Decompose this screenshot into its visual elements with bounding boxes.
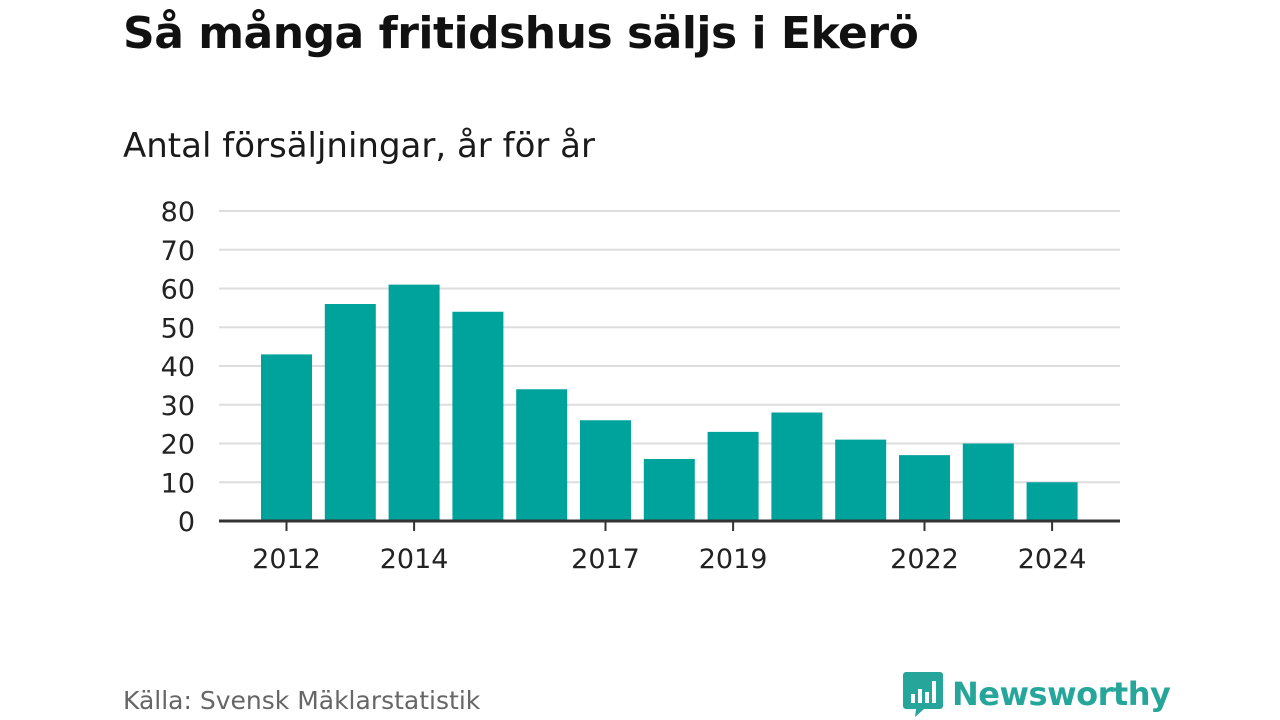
y-tick-label: 30	[161, 391, 195, 422]
bar-2014	[388, 284, 440, 521]
y-tick-label: 10	[161, 468, 195, 499]
bar-2018	[643, 459, 695, 521]
x-tick-label: 2017	[571, 544, 640, 575]
newsworthy-logo[interactable]: Newsworthy	[902, 670, 1171, 718]
axes: 0 10 20 30 40 50 60 70 80 2012 2014 2017 2019 2022 202…	[161, 197, 1120, 575]
bar-2021	[835, 439, 887, 521]
bar-2024	[1026, 482, 1078, 521]
x-tick-label: 2022	[890, 544, 959, 575]
source-note: Källa: Svensk Mäklarstatistik	[123, 686, 481, 715]
y-tick-label: 80	[161, 197, 195, 228]
chart-title: Så många fritidshus säljs i Ekerö	[123, 8, 919, 59]
x-tick-label: 2012	[252, 544, 321, 575]
bar-2015	[452, 311, 504, 521]
x-tick-label: 2014	[380, 544, 449, 575]
newsworthy-icon	[903, 672, 943, 717]
x-tick-label: 2019	[699, 544, 768, 575]
y-tick-label: 50	[161, 313, 195, 344]
bar-2020	[771, 412, 823, 521]
y-tick-label: 70	[161, 236, 195, 267]
bar-2016	[516, 389, 568, 521]
bar-2013	[324, 304, 376, 521]
bars	[261, 284, 1078, 521]
brand-name: Newsworthy	[952, 675, 1171, 713]
bar-2017	[580, 420, 631, 521]
bar-2023	[962, 443, 1014, 521]
chart-subtitle: Antal försäljningar, år för år	[123, 126, 595, 166]
bar-2019	[707, 431, 759, 521]
bar-chart: 0 10 20 30 40 50 60 70 80 2012 2014 2017 2019 2022 202…	[161, 197, 1120, 575]
y-tick-label: 0	[178, 507, 195, 538]
y-tick-label: 40	[161, 352, 195, 383]
bar-2012	[261, 354, 312, 521]
y-tick-label: 60	[161, 275, 195, 306]
y-tick-label: 20	[161, 430, 195, 461]
x-tick-label: 2024	[1018, 544, 1087, 575]
bar-2022	[899, 455, 950, 521]
